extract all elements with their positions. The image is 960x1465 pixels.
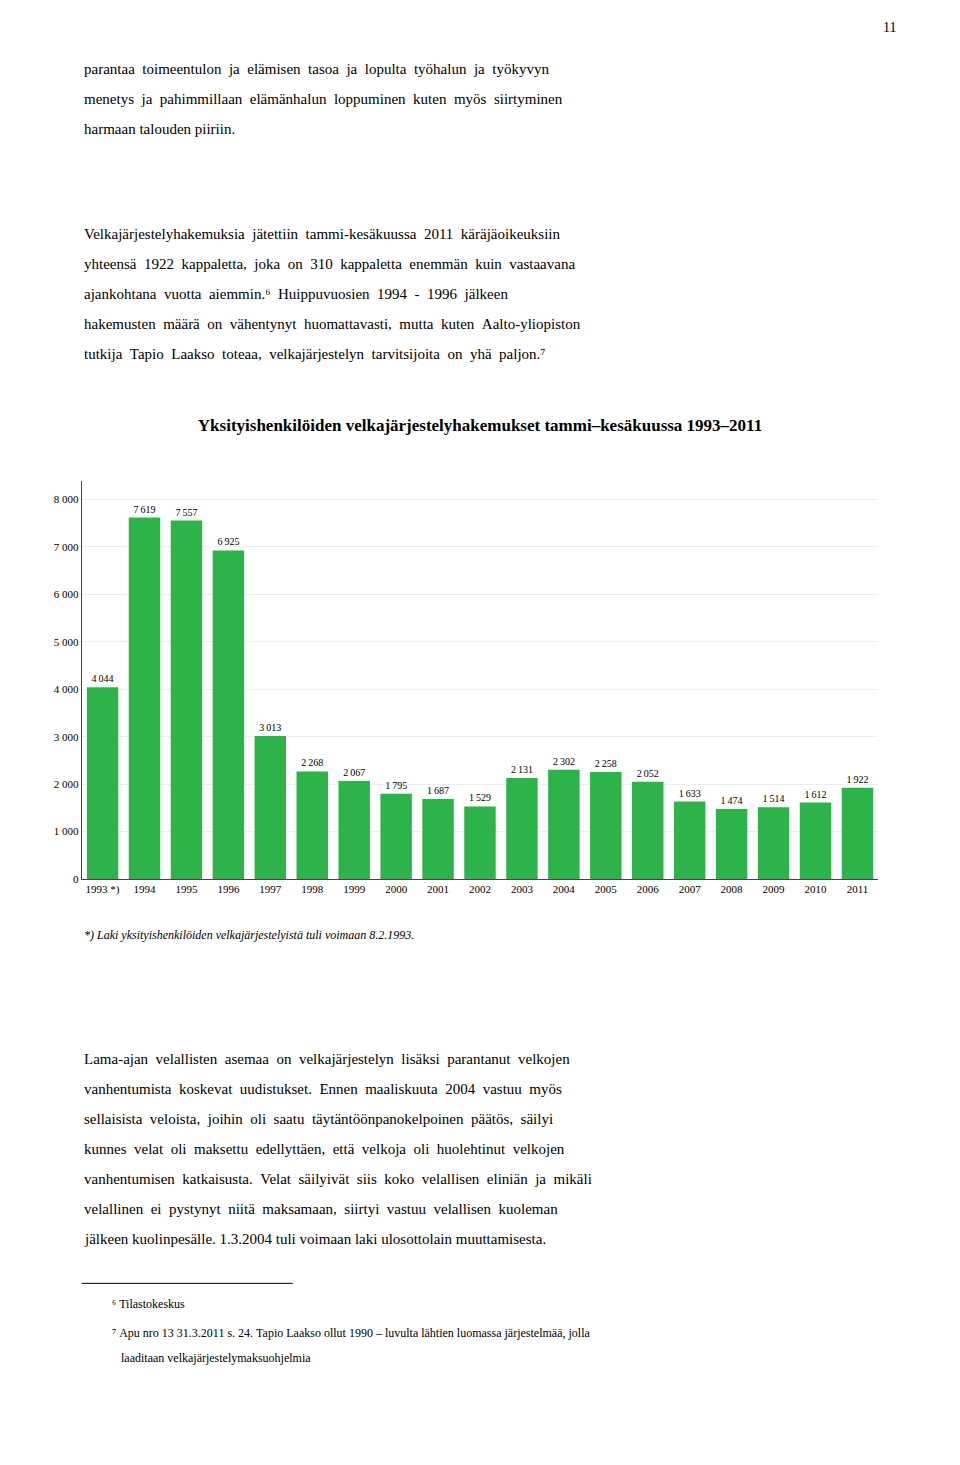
svg-text:1997: 1997 xyxy=(259,883,282,895)
svg-text:2001: 2001 xyxy=(427,883,449,895)
svg-text:7 619: 7 619 xyxy=(133,504,155,515)
svg-text:1 633: 1 633 xyxy=(679,788,701,799)
svg-text:1 922: 1 922 xyxy=(846,774,868,785)
svg-text:4 044: 4 044 xyxy=(92,673,114,684)
svg-text:2004: 2004 xyxy=(553,883,576,895)
svg-text:1996: 1996 xyxy=(217,883,240,895)
svg-text:Lama-ajan velallisten asemaa: Lama-ajan velallisten asemaa on velkajär… xyxy=(84,1051,570,1067)
svg-text:sellaisista veloista, joihin: sellaisista veloista, joihin oli saatu t… xyxy=(84,1111,553,1127)
svg-text:1993 *): 1993 *) xyxy=(86,883,120,896)
svg-text:2 258: 2 258 xyxy=(595,758,617,769)
svg-text:2 052: 2 052 xyxy=(637,768,659,779)
svg-text:7 557: 7 557 xyxy=(175,507,197,518)
svg-text:1995: 1995 xyxy=(175,883,198,895)
svg-text:2005: 2005 xyxy=(595,883,618,895)
svg-text:hakemusten määrä on vähenty: hakemusten määrä on vähentynyt huomattav… xyxy=(84,316,581,332)
svg-text:2 000: 2 000 xyxy=(54,778,79,790)
svg-text:2006: 2006 xyxy=(637,883,660,895)
svg-text:2 131: 2 131 xyxy=(511,764,533,775)
svg-text:vanhentumista koskevat uudis: vanhentumista koskevat uudistukset. Enne… xyxy=(84,1081,562,1097)
svg-text:5 000: 5 000 xyxy=(54,636,79,648)
svg-text:11: 11 xyxy=(883,20,896,35)
svg-text:3 013: 3 013 xyxy=(259,722,281,733)
svg-text:2009: 2009 xyxy=(763,883,786,895)
svg-text:6 925: 6 925 xyxy=(217,536,239,547)
svg-text:Velkajärjestelyhakemuksia jät: Velkajärjestelyhakemuksia jätettiin tamm… xyxy=(84,226,560,242)
svg-text:0: 0 xyxy=(73,873,79,885)
svg-text:3 000: 3 000 xyxy=(54,731,79,743)
svg-text:2008: 2008 xyxy=(721,883,744,895)
svg-text:⁷ Apu nro 13 31.3.2011 s. 24.: ⁷ Apu nro 13 31.3.2011 s. 24. Tapio Laak… xyxy=(112,1326,590,1340)
svg-text:8 000: 8 000 xyxy=(54,493,79,505)
svg-text:vanhentumisen katkaisusta. V: vanhentumisen katkaisusta. Velat säilyiv… xyxy=(84,1171,592,1187)
svg-text:*) Laki yksityishenkilöiden ve: *) Laki yksityishenkilöiden velkajärjest… xyxy=(84,928,414,942)
svg-text:1 474: 1 474 xyxy=(721,795,743,806)
svg-text:1 687: 1 687 xyxy=(427,785,449,796)
svg-text:2 067: 2 067 xyxy=(343,767,365,778)
svg-text:menetys ja pahimmillaan elä: menetys ja pahimmillaan elämänhalun lopp… xyxy=(84,91,563,107)
svg-text:1994: 1994 xyxy=(134,883,157,895)
svg-text:Yksityishenkilöiden velkajärje: Yksityishenkilöiden velkajärjestelyhakem… xyxy=(198,416,762,435)
svg-text:1 612: 1 612 xyxy=(804,789,826,800)
svg-text:1 000: 1 000 xyxy=(54,825,79,837)
svg-text:yhteensä 1922 kappaletta, j: yhteensä 1922 kappaletta, joka on 310 ka… xyxy=(84,256,575,272)
svg-text:laaditaan velkajärjestelymaksu: laaditaan velkajärjestelymaksuohjelmia xyxy=(112,1351,311,1365)
svg-text:tutkija Tapio Laakso toteaa: tutkija Tapio Laakso toteaa, velkajärjes… xyxy=(84,346,546,362)
svg-text:1 529: 1 529 xyxy=(469,792,491,803)
svg-text:1 795: 1 795 xyxy=(385,780,407,791)
svg-text:2007: 2007 xyxy=(679,883,702,895)
svg-text:harmaan talouden piiriin.: harmaan talouden piiriin. xyxy=(84,121,235,137)
svg-text:1998: 1998 xyxy=(301,883,324,895)
svg-text:2002: 2002 xyxy=(469,883,491,895)
svg-text:1999: 1999 xyxy=(343,883,366,895)
svg-text:velallinen ei pystynyt niit: velallinen ei pystynyt niitä maksamaan, … xyxy=(84,1201,558,1217)
svg-text:2000: 2000 xyxy=(385,883,408,895)
svg-text:2 302: 2 302 xyxy=(553,756,575,767)
svg-text:kunnes velat oli maksettu: kunnes velat oli maksettu edellyttäen, e… xyxy=(84,1141,565,1157)
svg-text:parantaa toimeentulon ja el: parantaa toimeentulon ja elämisen tasoa … xyxy=(84,61,549,77)
svg-text:jälkeen kuolinpesälle. 1.3.200: jälkeen kuolinpesälle. 1.3.2004 tuli voi… xyxy=(84,1231,546,1247)
svg-text:⁶ Tilastokeskus: ⁶ Tilastokeskus xyxy=(112,1297,185,1311)
svg-text:1 514: 1 514 xyxy=(763,793,785,804)
svg-text:2011: 2011 xyxy=(847,883,869,895)
svg-text:2 268: 2 268 xyxy=(301,757,323,768)
svg-text:ajankohtana vuotta aiemmin.⁶: ajankohtana vuotta aiemmin.⁶ Huippuvuosi… xyxy=(84,286,508,302)
svg-text:7 000: 7 000 xyxy=(54,541,79,553)
svg-text:4 000: 4 000 xyxy=(54,683,79,695)
svg-text:6 000: 6 000 xyxy=(54,588,79,600)
svg-text:2010: 2010 xyxy=(804,883,827,895)
svg-text:2003: 2003 xyxy=(511,883,534,895)
